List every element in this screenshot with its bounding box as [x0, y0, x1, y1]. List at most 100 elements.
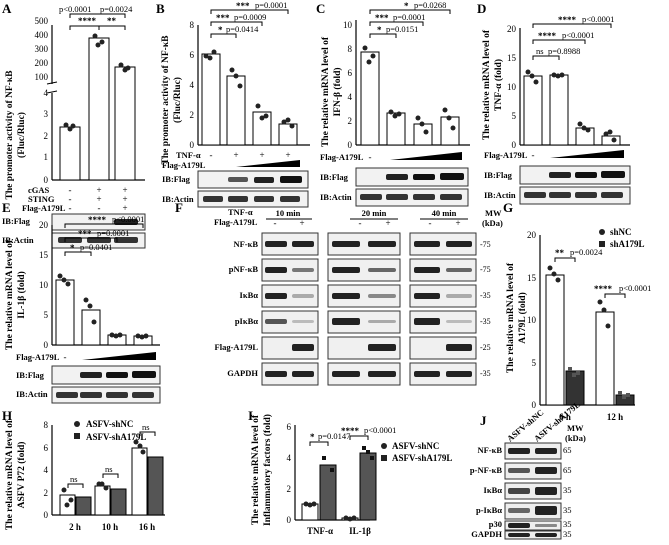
bar: [360, 51, 380, 146]
y-axis-label: The promoter activity of NF-κB: [161, 35, 171, 165]
mw-marker: -35: [480, 291, 491, 300]
mw-marker: -35: [480, 369, 491, 378]
sig-stars: *: [377, 25, 382, 35]
legend-marker: [599, 241, 605, 247]
y-axis-label-2: A179L (fold): [517, 292, 528, 343]
bar: [413, 123, 433, 146]
treatment-label: Flag-A179L: [162, 160, 206, 170]
band-label: NF-κB: [233, 239, 258, 249]
y-tick: 5: [512, 111, 517, 121]
x-tick: IL-1β: [349, 526, 371, 536]
bar: [201, 53, 221, 146]
y-tick: 2: [44, 131, 49, 141]
panel-b: B The promoter activity of NF-κB (Fluc/R…: [156, 0, 310, 208]
blot-label: IB:Actin: [320, 192, 352, 202]
western-blot: [355, 167, 469, 187]
bar: [545, 274, 565, 406]
p-value: p<0.0001: [59, 4, 91, 14]
mark: -: [69, 203, 72, 213]
sig-stars: **: [107, 16, 117, 26]
western-blot: [355, 188, 469, 207]
y-tick: 500: [35, 16, 49, 26]
panel-letter: B: [156, 1, 165, 16]
panel-letter: C: [316, 1, 325, 16]
y-axis-label-2: IFN-β (fold): [332, 67, 343, 116]
y-tick: 200: [35, 58, 49, 68]
p-value: p=0.8988: [548, 46, 580, 56]
y-tick: 100: [35, 72, 49, 82]
y-axis-label: The relative mRNA level of: [321, 36, 331, 147]
band-label: GAPDH: [227, 368, 258, 378]
legend-entry: ASFV-shA179L: [86, 432, 146, 442]
p-value: p=0.0414: [226, 24, 259, 34]
bar: [386, 112, 406, 146]
mark: -: [210, 150, 213, 160]
band-label: NF-κB: [477, 445, 502, 455]
p-value: p<0.0001: [562, 30, 594, 40]
sig-stars: ****: [538, 31, 557, 41]
bar: [565, 370, 585, 406]
mark: +: [259, 150, 264, 160]
blot-label: IB:Actin: [2, 235, 34, 245]
y-tick: 0: [287, 515, 292, 525]
gradient-wedge: [82, 352, 156, 360]
band-label: pNF-κB: [229, 264, 259, 274]
y-tick: 8: [190, 20, 195, 30]
band-label: p30: [489, 519, 502, 529]
blot-label: IB:Actin: [162, 194, 194, 204]
y-tick: 20: [507, 24, 517, 34]
treatment-label: Flag-A179L: [484, 150, 528, 160]
p-value: p=0.0147: [318, 431, 350, 441]
y-tick: 400: [35, 30, 49, 40]
panel-i: I The relative mRNA level of Inflammator…: [248, 408, 452, 536]
sig-stars: ns: [536, 46, 544, 56]
panel-letter: G: [503, 200, 513, 215]
legend-entry: ASFV-shNC: [392, 441, 439, 451]
y-tick: 6: [190, 50, 195, 60]
band-label: pIκBα: [235, 316, 258, 326]
western-blot: [51, 213, 146, 231]
y-tick: 8: [348, 44, 353, 54]
western-blot: [197, 170, 309, 189]
panel-g: G The relative mRNA level of A179L (fold…: [503, 200, 651, 422]
bar: [147, 456, 164, 516]
legend-marker: [599, 229, 605, 235]
y-axis-label-2: ASFV P72 (fold): [16, 442, 27, 509]
sig-stars: ****: [594, 284, 613, 294]
time-label: 40 min: [432, 208, 457, 218]
y-tick: 0: [44, 340, 49, 350]
y-tick: 10: [527, 315, 537, 325]
mw-marker: 35: [563, 505, 572, 515]
panel-c: C The relative mRNA level of IFN-β (fold…: [316, 0, 470, 207]
band-label: IκBα: [240, 290, 259, 300]
sig-stars: **: [555, 248, 565, 258]
bar: [131, 447, 148, 516]
sig-ns: ns: [142, 422, 150, 432]
y-axis-label-2: (Fluc/Rluc): [16, 112, 27, 158]
svg-text:-: -: [532, 150, 535, 160]
x-tick: 10 h: [102, 522, 118, 532]
band-label: IκBα: [484, 485, 503, 495]
x-tick: TNF-α: [307, 526, 333, 536]
y-tick: 10: [507, 82, 517, 92]
sig-stars: ***: [78, 229, 92, 239]
panel-a: A The promoter activity of NF-κB (Fluc/R…: [2, 1, 146, 249]
mw-label: MW: [485, 208, 502, 218]
mw-marker: -35: [480, 317, 491, 326]
panel-f: F TNF-α Flag-A179L 10 min 20 min 40 min …: [175, 200, 503, 386]
bar: [440, 116, 460, 146]
y-tick: 20: [527, 230, 537, 240]
bar: [252, 111, 272, 146]
blot-label: IB:Flag: [320, 172, 349, 182]
svg-text:-: -: [369, 152, 372, 162]
legend-marker: [74, 433, 80, 439]
sig-stars: ***: [216, 13, 230, 23]
bar: [55, 279, 75, 346]
y-tick: 0: [348, 140, 353, 150]
y-axis-label-2: TNF-α (fold): [493, 59, 504, 111]
p-value: p=0.0268: [414, 0, 446, 10]
mw-label: MW: [567, 423, 584, 433]
y-tick: 0: [44, 510, 49, 520]
treatment-label: Flag-A179L: [320, 152, 364, 162]
y-tick: 4: [190, 80, 195, 90]
